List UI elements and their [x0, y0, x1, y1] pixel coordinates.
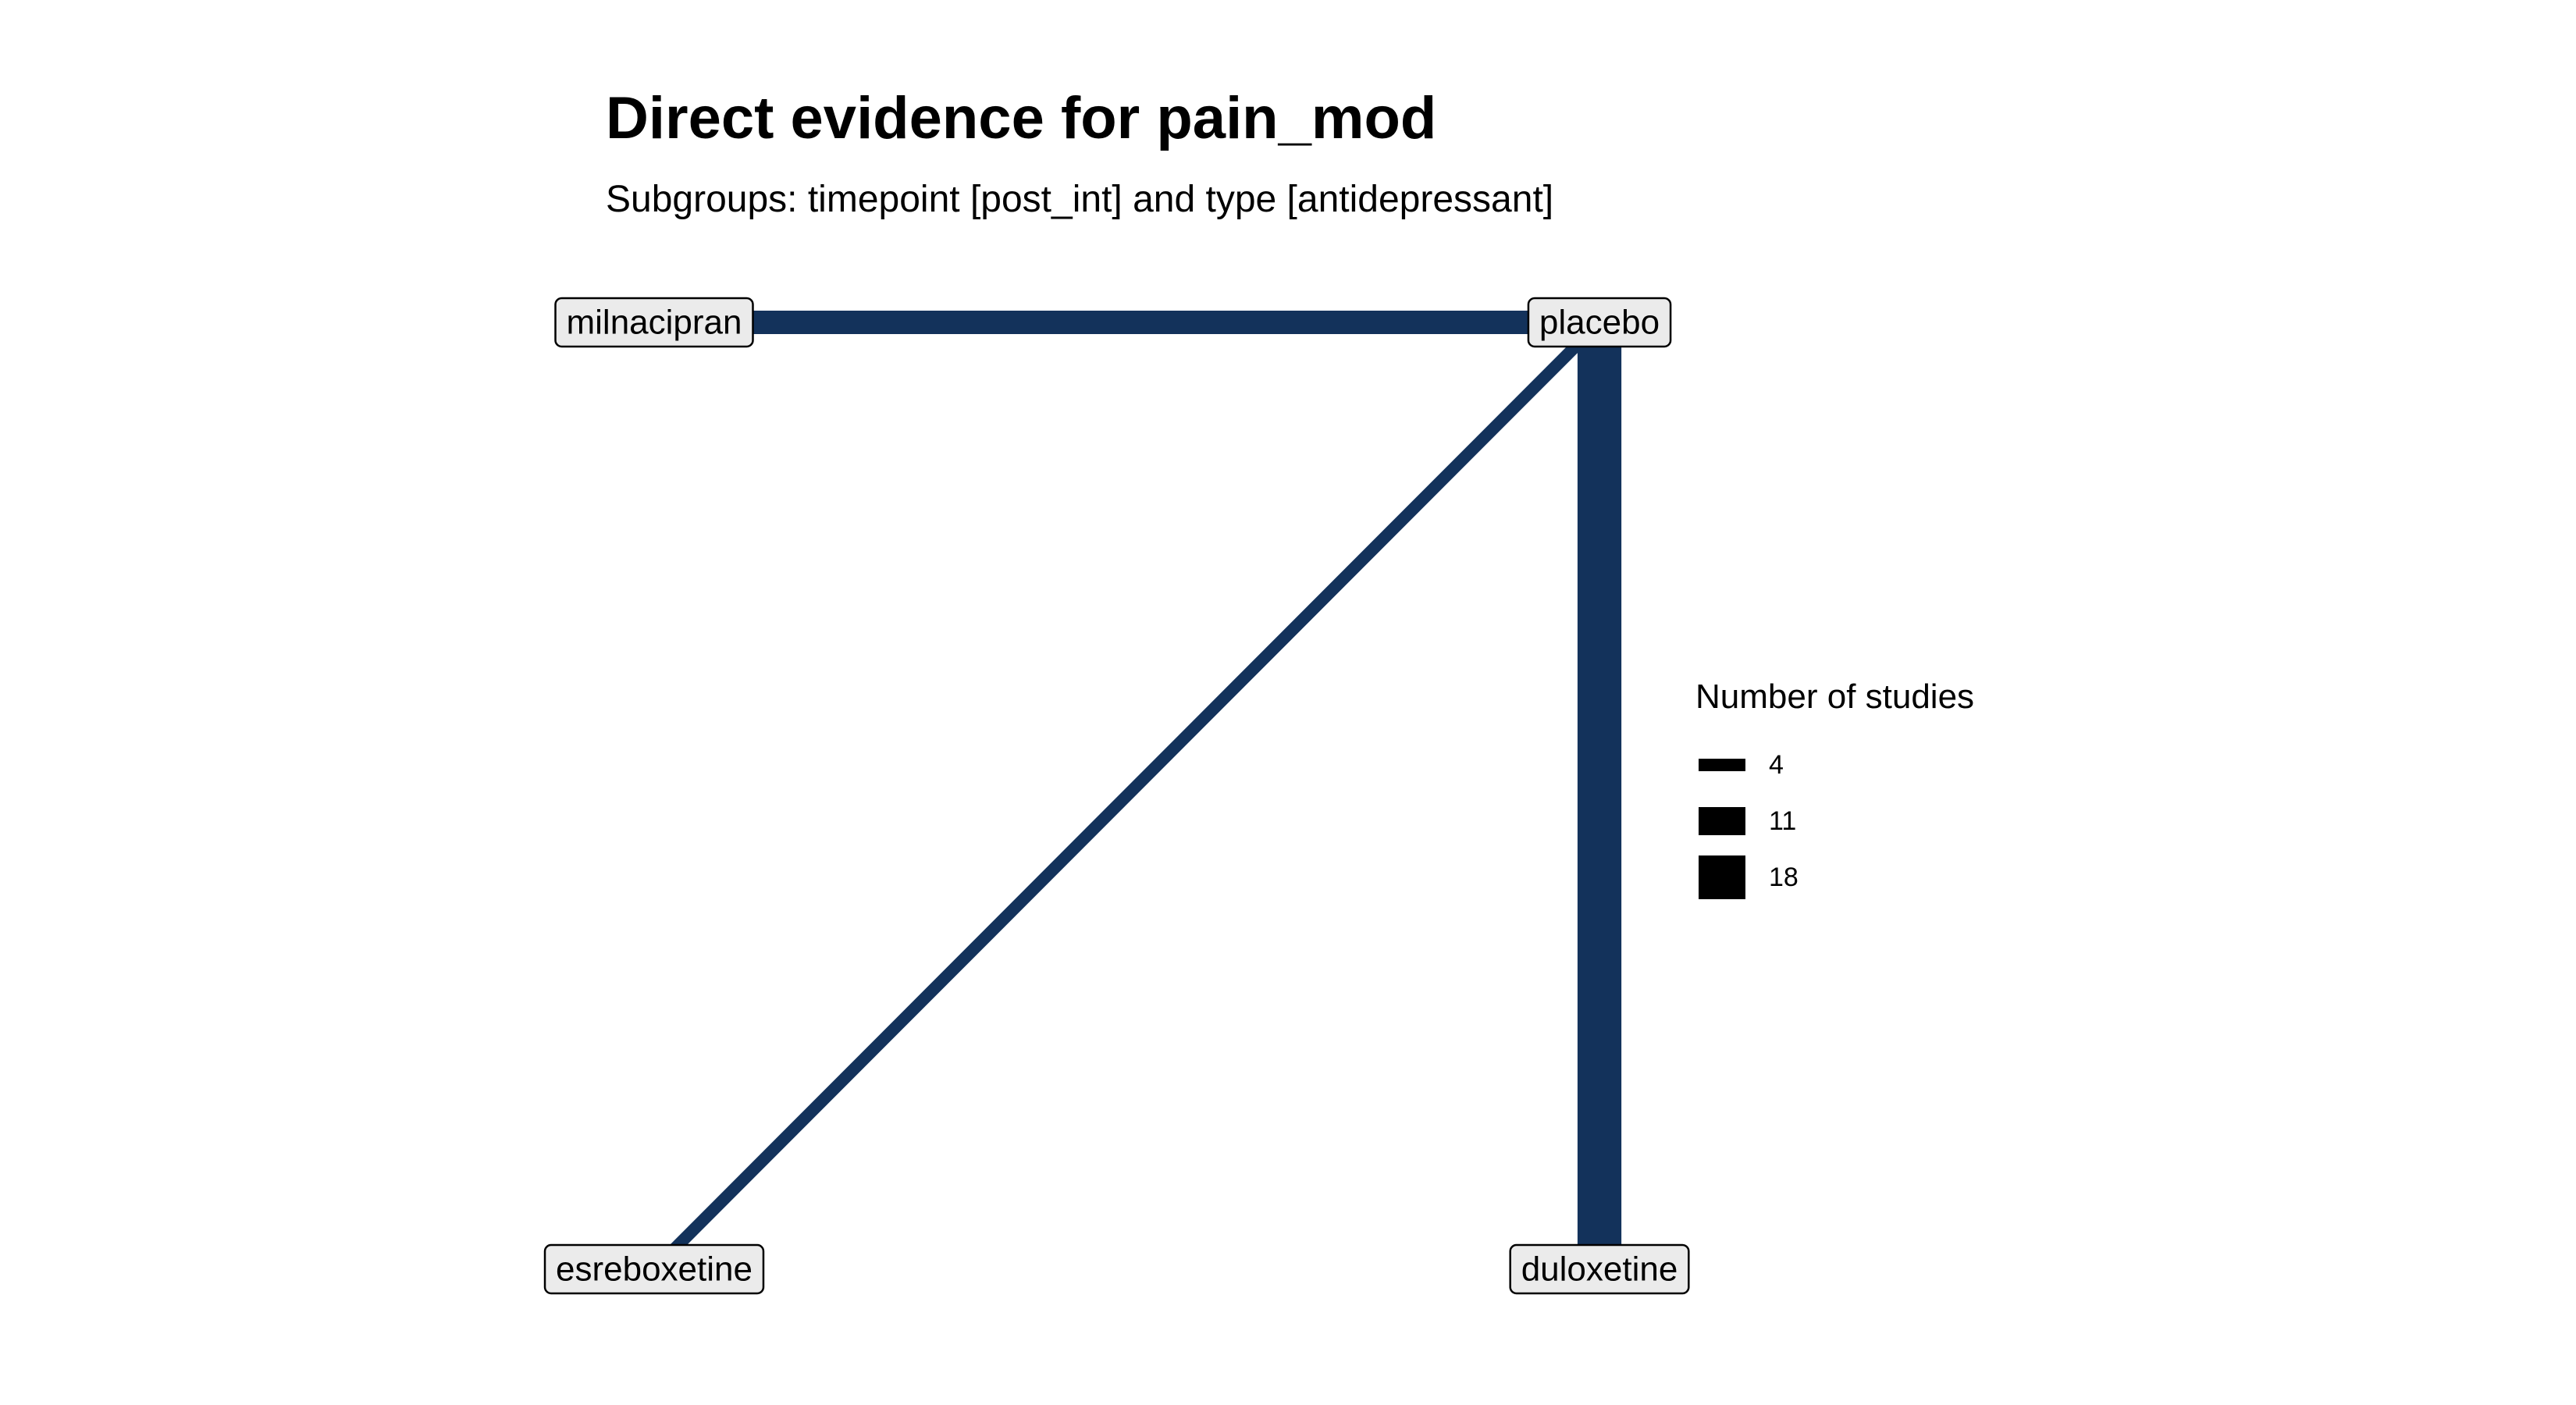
- node-label: milnacipran: [567, 304, 742, 342]
- chart-subtitle: Subgroups: timepoint [post_int] and type…: [606, 179, 1554, 220]
- network-nodes: milnacipran placebo esreboxetine duloxetine: [543, 297, 1690, 1295]
- node-box: [1509, 1243, 1690, 1295]
- node-esreboxetine: esreboxetine: [543, 1243, 765, 1295]
- node-box: [543, 1243, 765, 1295]
- legend-label: 4: [1769, 749, 1784, 780]
- legend-swatch: [1699, 855, 1745, 900]
- edge-esreboxetine-placebo: [649, 318, 1604, 1274]
- node-milnacipran: milnacipran: [554, 297, 754, 348]
- node-box: [554, 297, 754, 348]
- legend-key: [1699, 855, 1745, 900]
- network-edges: [649, 310, 1622, 1274]
- legend-item: 4: [1695, 737, 1974, 793]
- legend-key: [1699, 759, 1745, 771]
- legend-label: 18: [1769, 862, 1799, 892]
- chart-title: Direct evidence for pain_mod: [606, 85, 1437, 151]
- legend-item: 11: [1695, 793, 1974, 849]
- legend-swatch: [1699, 759, 1745, 771]
- legend-swatch: [1699, 807, 1745, 835]
- legend-items: 4 11 18: [1695, 737, 1974, 905]
- node-label: placebo: [1539, 304, 1660, 342]
- legend-label: 11: [1769, 806, 1797, 836]
- node-duloxetine: duloxetine: [1509, 1243, 1690, 1295]
- node-label: esreboxetine: [556, 1250, 753, 1289]
- node-placebo: placebo: [1527, 297, 1672, 348]
- legend-key: [1699, 807, 1745, 835]
- legend-title: Number of studies: [1695, 678, 1975, 716]
- legend-item: 18: [1695, 849, 1974, 905]
- legend: Number of studies 4 11 18: [1695, 678, 1974, 905]
- node-box: [1527, 297, 1672, 348]
- node-label: duloxetine: [1521, 1250, 1678, 1289]
